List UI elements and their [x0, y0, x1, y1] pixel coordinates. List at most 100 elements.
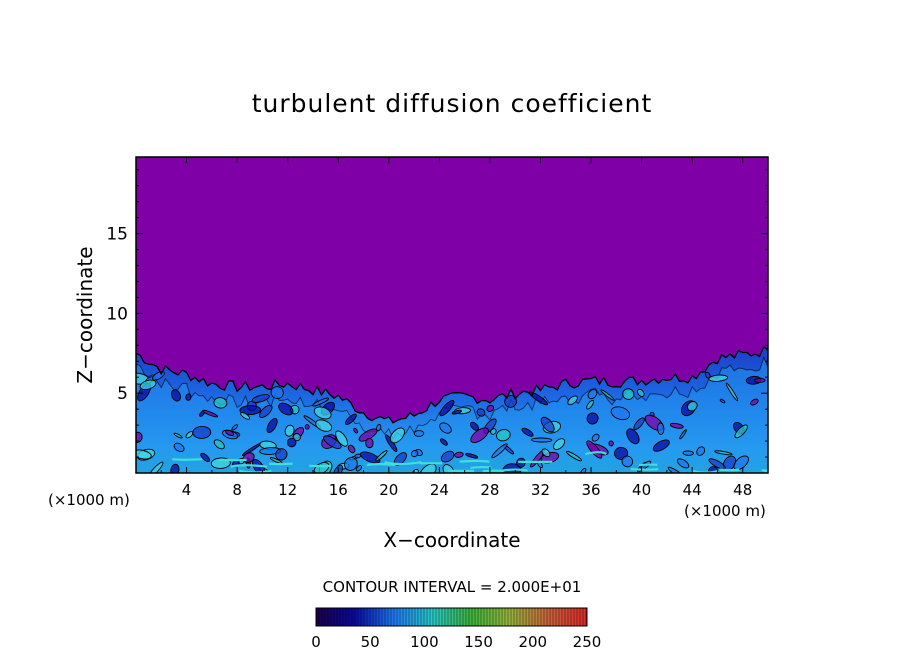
eddy-contour — [413, 430, 425, 437]
eddy-contour — [251, 458, 266, 473]
eddy-contour — [541, 448, 551, 458]
eddy-contour — [652, 439, 670, 452]
surface-streak — [482, 469, 505, 473]
eddy-contour — [259, 404, 273, 419]
eddy-contour — [136, 431, 143, 444]
surface-streak — [384, 461, 422, 466]
eddy-contour — [696, 446, 706, 456]
eddy-contour — [708, 458, 726, 470]
eddy-contour — [470, 427, 489, 444]
x-tick-label: 24 — [430, 481, 449, 499]
eddy-contour — [347, 444, 356, 454]
eddy-contour — [451, 409, 462, 415]
surface-streak — [459, 459, 490, 463]
eddy-contour — [733, 455, 749, 471]
eddy-contour — [213, 397, 228, 409]
eddy-contour — [586, 412, 599, 425]
eddy-contour — [355, 465, 363, 472]
eddy-contour — [225, 429, 235, 437]
eddy-contour — [521, 427, 534, 437]
x-axis-label: X−coordinate — [383, 528, 520, 552]
eddy-contour — [376, 424, 382, 432]
eddy-contour — [173, 442, 185, 453]
surface-streak — [172, 458, 203, 461]
chart-title: turbulent diffusion coefficient — [252, 89, 653, 118]
eddy-contour — [270, 386, 284, 400]
eddy-contour — [344, 413, 357, 425]
eddy-contour — [750, 398, 759, 406]
eddy-contour — [266, 417, 278, 434]
x-tick-label: 40 — [632, 481, 651, 499]
eddy-contour — [139, 379, 157, 391]
colorbar-tick-label: 0 — [311, 633, 321, 651]
colorbar-tick-label: 50 — [361, 633, 380, 651]
eddy-contour — [375, 450, 388, 462]
eddy-contour — [202, 409, 219, 418]
eddy-contour — [170, 389, 182, 402]
eddy-contour — [491, 443, 508, 459]
eddy-contour — [528, 391, 549, 406]
eddy-contour — [754, 377, 766, 383]
plot-area — [135, 156, 769, 474]
eddy-contour — [486, 404, 495, 412]
eddy-contour — [439, 438, 448, 446]
eddy-contour — [239, 405, 262, 416]
colorbar-tick-label: 250 — [573, 633, 602, 651]
contour-interval-label: CONTOUR INTERVAL = 2.000E+01 — [323, 578, 582, 596]
x-tick-label: 44 — [683, 481, 702, 499]
colorbar-tick-label: 200 — [518, 633, 547, 651]
eddy-contour — [669, 422, 684, 429]
eddy-contour — [192, 425, 212, 439]
eddy-contour — [719, 398, 726, 404]
y-axis-ticks: 5 10 15 — [106, 169, 768, 458]
turbulent-eddies — [136, 371, 768, 473]
x-tick-label: 20 — [379, 481, 398, 499]
surface-streak — [761, 469, 768, 472]
eddy-contour — [600, 389, 615, 401]
surface-streak — [470, 465, 492, 469]
eddy-contour — [553, 438, 566, 450]
eddy-contour — [185, 393, 192, 401]
eddy-contour — [676, 458, 690, 469]
eddy-contour — [470, 421, 479, 431]
eddy-contour — [173, 432, 183, 439]
eddy-contour — [622, 388, 635, 400]
eddy-contour — [389, 427, 405, 444]
x-unit-right: (×1000 m) — [684, 502, 766, 520]
eddy-contour — [200, 452, 211, 463]
eddy-contour — [315, 419, 333, 432]
eddy-contour — [439, 422, 452, 434]
surface-streak — [719, 468, 740, 472]
eddy-contour — [344, 457, 358, 471]
eddy-contour — [313, 406, 332, 420]
eddy-contour — [687, 401, 698, 412]
eddy-contour — [410, 450, 419, 458]
x-tick-label: 32 — [531, 481, 550, 499]
eddy-contour — [312, 397, 330, 407]
colorbar-tick-label: 100 — [410, 633, 439, 651]
x-unit-left: (×1000 m) — [48, 491, 130, 509]
eddy-contour — [566, 450, 582, 462]
x-tick-label: 4 — [182, 481, 192, 499]
surface-streak — [502, 468, 528, 472]
eddy-contour — [567, 395, 578, 406]
eddy-contour — [278, 402, 294, 416]
eddy-contour — [610, 406, 631, 421]
x-tick-label: 28 — [480, 481, 499, 499]
eddy-contour — [586, 399, 594, 410]
eddy-contour — [292, 433, 301, 442]
eddy-contour — [323, 435, 342, 449]
eddy-contour — [454, 451, 464, 458]
eddy-contour — [540, 416, 555, 433]
eddy-contour — [213, 439, 225, 450]
eddy-contour — [621, 455, 634, 468]
y-tick-label: 5 — [117, 384, 128, 404]
eddy-contour — [636, 388, 645, 397]
eddy-contour — [440, 450, 455, 463]
eddy-contour — [708, 374, 729, 382]
eddy-contour — [275, 448, 288, 461]
eddy-contour — [476, 408, 486, 417]
surface-streak — [630, 468, 659, 471]
eddy-contour — [633, 417, 645, 430]
